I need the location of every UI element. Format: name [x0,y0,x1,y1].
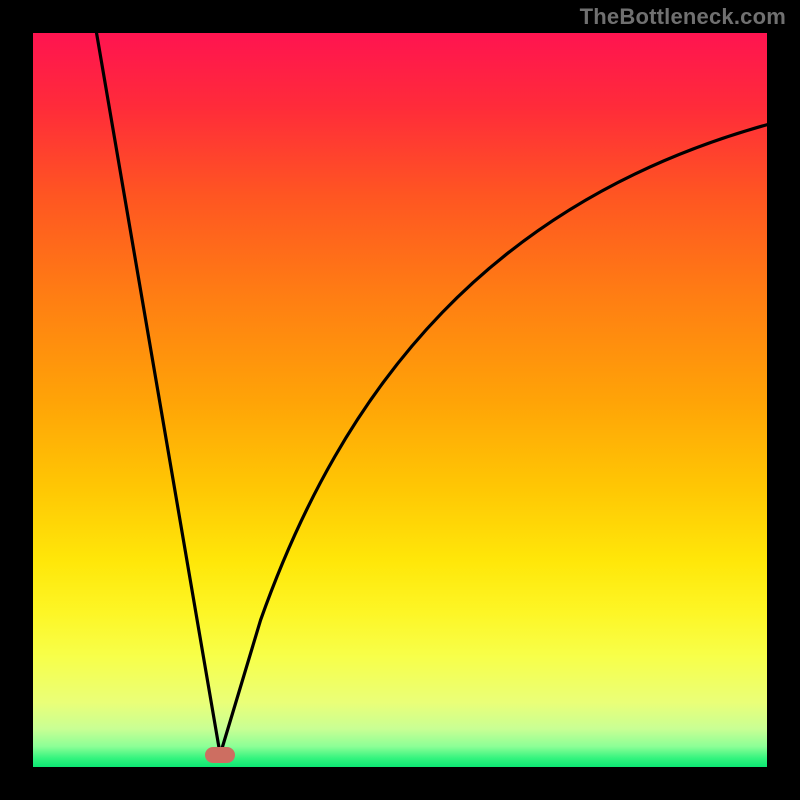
dip-marker [205,747,235,763]
curve-layer [33,33,767,767]
bottleneck-curve [90,0,789,755]
plot-area [33,33,767,767]
watermark-text: TheBottleneck.com [580,4,786,30]
